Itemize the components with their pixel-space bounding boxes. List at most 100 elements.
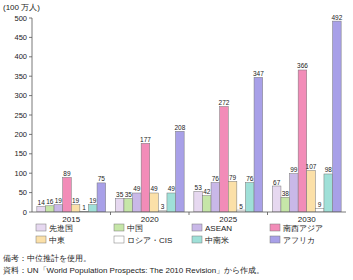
bar [88,205,97,212]
data-label: 366 [297,62,308,69]
y-tick [29,37,32,38]
bar [307,170,316,212]
x-tick [189,212,190,215]
data-label: 35 [125,191,133,198]
legend-swatch [36,236,46,243]
bars [37,21,341,212]
legend-label: ASEAN [205,224,232,233]
y-tick [29,56,32,57]
bar [228,181,237,212]
data-label: 3 [161,203,165,210]
data-label: 208 [174,124,185,131]
legend-label: 中東 [49,236,65,245]
data-label: 107 [306,163,317,170]
bar [202,196,211,212]
note: 資料：UN「World Population Prospects: The 20… [3,266,264,275]
data-label: 38 [282,190,290,197]
data-label: 53 [195,184,203,191]
legend-swatch [192,236,202,243]
chart: (100 万人)05010015020025030035040045050014… [0,0,353,280]
legend-swatch [114,224,124,231]
data-label: 9 [318,201,322,208]
bar [194,191,203,212]
data-label: 49 [168,185,176,192]
x-axis [32,212,346,213]
bar [45,206,54,212]
legend: 先進国 中国 ASEAN 南西アジア中東 ロシア・CIS 中南米 アフリカ [36,224,323,245]
data-label: 347 [253,70,264,77]
legend-swatch [36,224,46,231]
y-tick-label: 0 [23,208,27,217]
legend-label: 中南米 [205,236,229,245]
bar [298,70,307,212]
x-tick-label: 2020 [141,215,159,224]
data-label: 16 [46,198,54,205]
data-label: 75 [98,175,106,182]
y-tick [29,76,32,77]
data-label: 19 [89,197,97,204]
y-tick [29,153,32,154]
data-label: 49 [150,185,158,192]
x-tick [110,212,111,215]
legend-label: 南西アジア [283,224,323,233]
bar [245,183,254,212]
data-label: 19 [72,197,80,204]
data-label: 79 [229,174,237,181]
data-label: 35 [116,191,124,198]
data-label: 272 [219,99,230,106]
legend-swatch [114,236,124,243]
y-tick-label: 50 [19,188,27,197]
bar [63,177,72,212]
legend-label: ロシア・CIS [127,236,172,245]
bar [176,131,185,212]
y-tick [29,95,32,96]
data-label: 98 [325,166,333,173]
bar [220,106,229,212]
y-tick [29,115,32,116]
legend-label: 先進国 [49,224,73,233]
y-tick-label: 500 [14,14,27,23]
bar [54,205,63,212]
y-tick-label: 350 [14,72,27,81]
legend-label: 中国 [127,224,143,233]
data-labels: 1416198919119753535491774934920853427627… [38,14,343,212]
y-tick-label: 300 [14,91,27,100]
data-label: 89 [63,170,71,177]
legend-swatch [270,236,280,243]
bar [124,198,133,212]
bar [281,197,290,212]
y-tick [29,192,32,193]
bar [290,174,299,212]
y-tick [29,173,32,174]
y-tick [29,212,32,213]
bar [141,143,150,212]
data-label: 5 [239,203,243,210]
y-tick-label: 150 [14,149,27,158]
y-tick-label: 450 [14,33,27,42]
y-tick-label: 400 [14,52,27,61]
bar [133,193,142,212]
y-axis [32,18,33,212]
y-tick [29,18,32,19]
data-label: 49 [133,185,141,192]
y-tick-label: 200 [14,130,27,139]
bar [324,174,333,212]
legend-label: アフリカ [283,236,315,245]
data-label: 492 [331,14,342,21]
data-label: 76 [212,175,220,182]
data-label: 99 [290,166,298,173]
bar [150,193,159,212]
data-label: 76 [246,175,254,182]
legend-swatch [270,224,280,231]
bar [71,205,80,212]
bar [333,21,342,212]
bar [115,198,124,212]
bar [315,209,324,212]
data-label: 14 [38,199,46,206]
bar [97,183,106,212]
data-label: 19 [55,197,63,204]
bar [167,193,176,212]
bar [254,77,263,212]
bar [37,207,46,212]
y-tick [29,134,32,135]
